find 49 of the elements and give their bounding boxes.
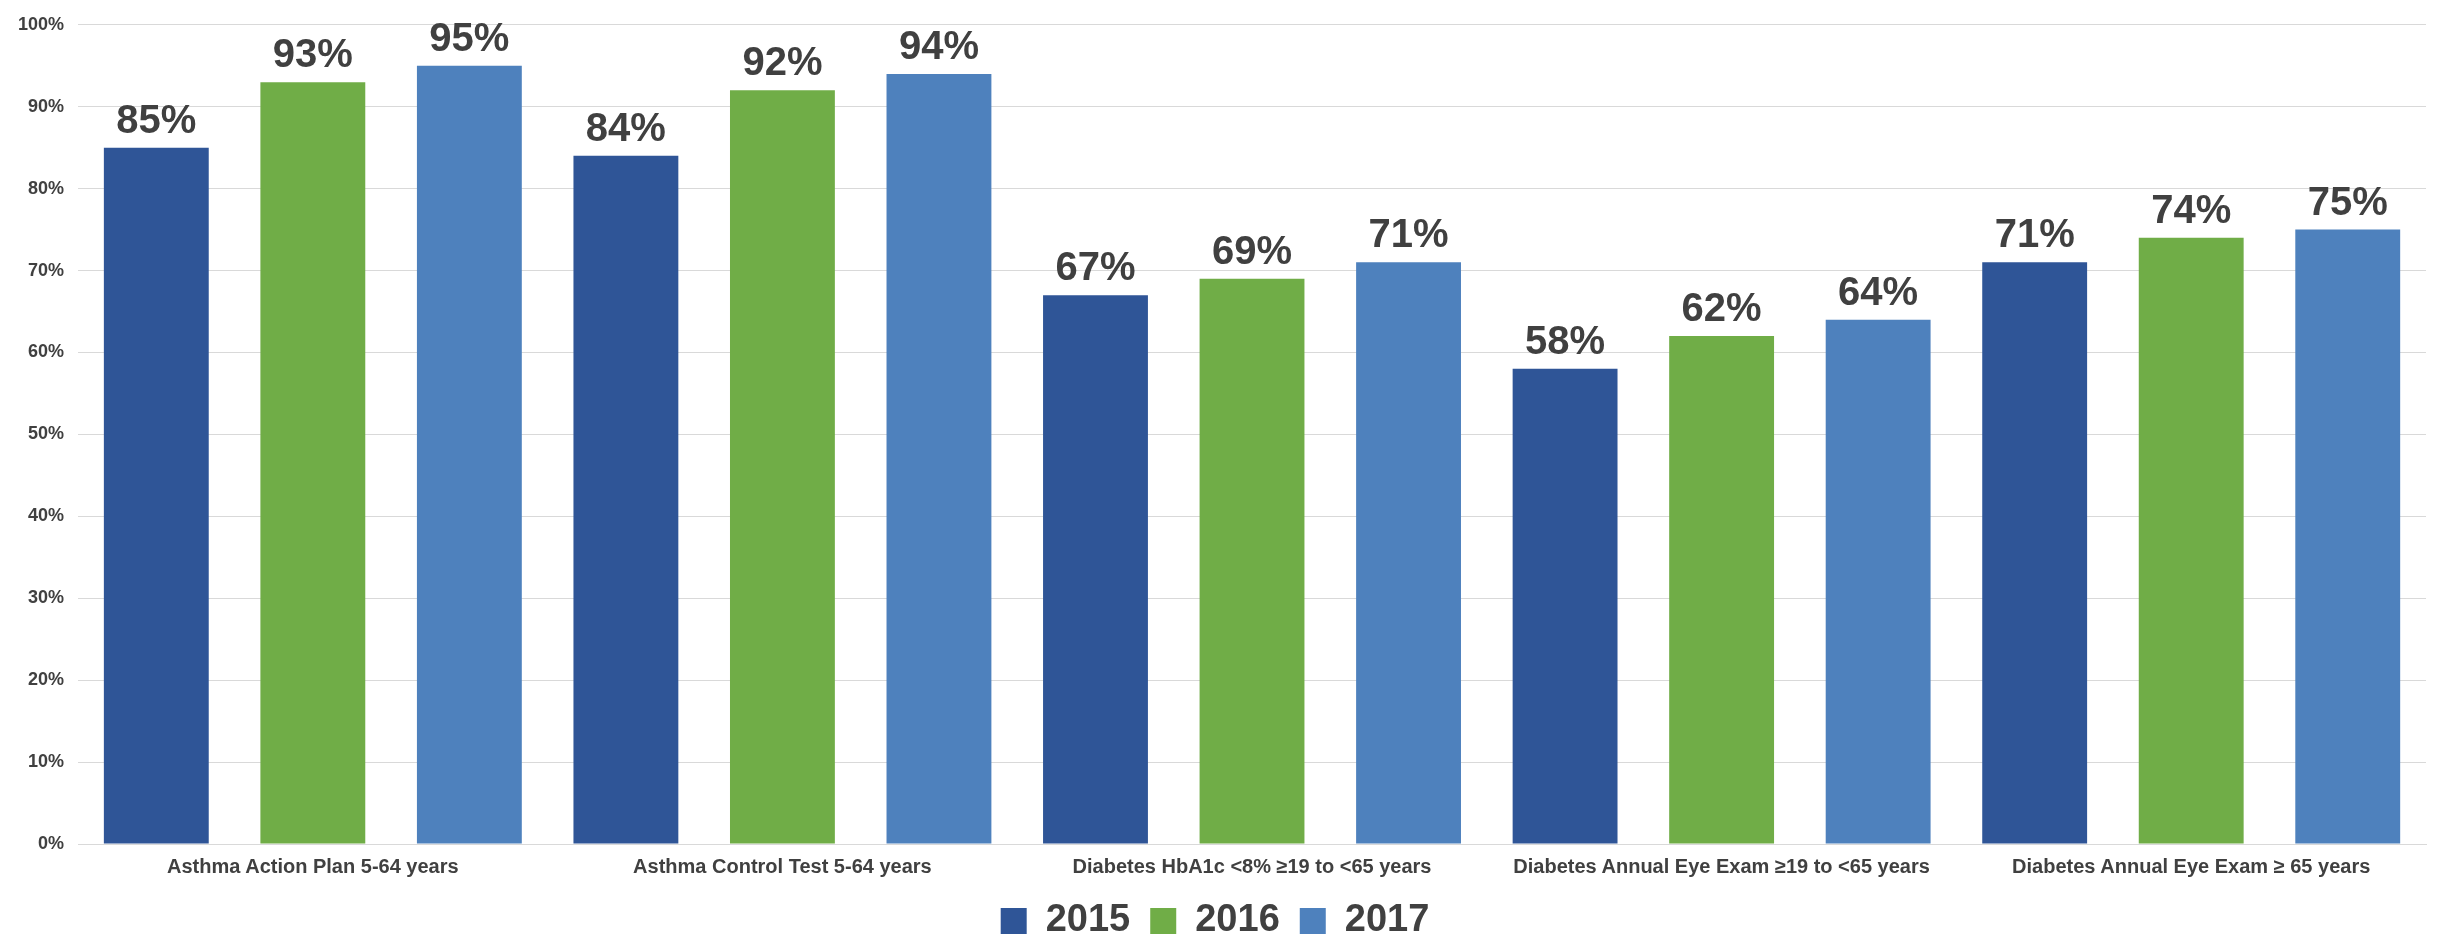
data-label: 92% (742, 39, 823, 84)
y-tick-label: 100% (17, 13, 65, 34)
bar (1199, 278, 1305, 844)
legend-label: 2015 (1045, 897, 1131, 940)
data-label: 84% (585, 104, 666, 149)
legend-label: 2017 (1344, 897, 1430, 940)
data-label: 69% (1211, 227, 1293, 272)
bar (2138, 237, 2244, 844)
data-label: 64% (1838, 268, 1919, 313)
y-tick-label: 60% (28, 341, 65, 362)
bar (416, 65, 522, 844)
bar (2295, 229, 2401, 844)
data-label: 71% (1994, 211, 2075, 256)
data-label: 85% (116, 96, 197, 141)
data-label: 93% (272, 31, 353, 76)
bar (1669, 336, 1775, 844)
bar (1356, 262, 1461, 844)
bar (1982, 262, 2088, 844)
y-tick-label: 10% (28, 751, 65, 772)
data-label: 62% (1681, 285, 1762, 330)
data-label: 94% (898, 22, 979, 67)
y-tick-label: 50% (28, 423, 65, 444)
data-label: 75% (2307, 178, 2388, 223)
y-tick-label: 80% (28, 177, 65, 198)
y-tick-label: 40% (28, 505, 65, 526)
bar (1043, 295, 1148, 844)
y-tick-label: 20% (28, 669, 65, 690)
legend-label: 2016 (1195, 897, 1280, 940)
x-tick-label: Diabetes Annual Eye Exam ≥ 65 years (2012, 854, 2371, 877)
x-tick-label: Diabetes HbA1c <8% ≥19 to <65 years (1072, 854, 1432, 877)
data-label: 67% (1055, 244, 1136, 289)
x-tick-label: Diabetes Annual Eye Exam ≥19 to <65 years (1513, 854, 1930, 877)
data-label: 74% (2151, 186, 2232, 231)
bar (886, 73, 992, 844)
y-tick-label: 70% (28, 259, 65, 280)
y-tick-label: 30% (28, 587, 65, 608)
data-label: 95% (429, 14, 510, 59)
bar (1825, 319, 1931, 844)
data-label: 71% (1368, 211, 1449, 256)
bar (260, 82, 366, 844)
y-tick-label: 0% (38, 832, 65, 853)
x-tick-label: Asthma Control Test 5-64 years (633, 854, 932, 877)
bar (103, 147, 209, 844)
bar (1512, 368, 1618, 844)
data-label: 58% (1525, 317, 1606, 362)
bar (729, 90, 835, 844)
bar (573, 155, 679, 844)
y-tick-label: 90% (28, 95, 65, 116)
x-tick-label: Asthma Action Plan 5-64 years (167, 854, 459, 877)
